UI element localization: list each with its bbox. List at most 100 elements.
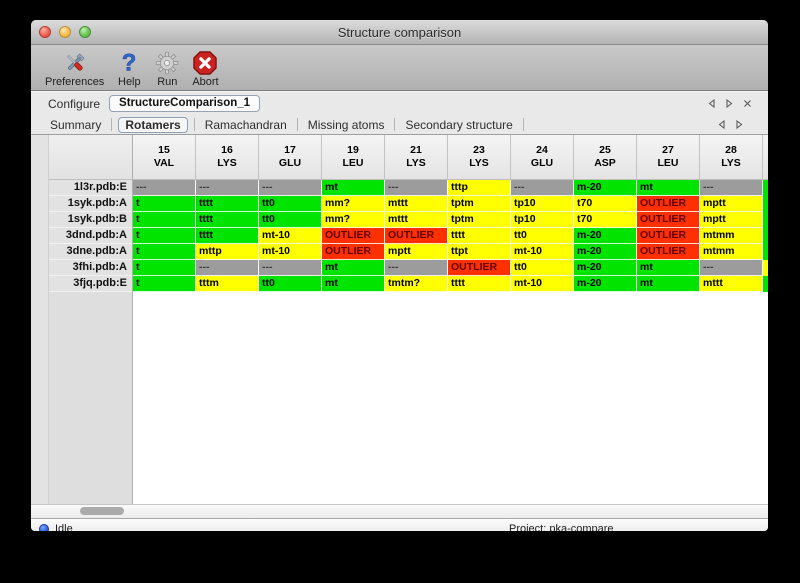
rotamer-cell[interactable]: tttm (196, 276, 259, 292)
partial-column-cell[interactable] (763, 212, 768, 229)
rotamer-cell[interactable]: OUTLIER (448, 260, 511, 276)
column-header-15[interactable]: 15 VAL (133, 135, 196, 179)
rotamer-cell[interactable]: mt (637, 276, 700, 292)
rotamer-cell[interactable]: mptt (385, 244, 448, 260)
scroll-right-icon[interactable] (725, 99, 734, 108)
rotamer-cell[interactable]: OUTLIER (322, 244, 385, 260)
partial-column-cell[interactable] (763, 260, 768, 277)
rotamer-cell[interactable]: --- (133, 180, 196, 196)
rotamer-cell[interactable]: m-20 (574, 180, 637, 196)
rotamer-cell[interactable]: tmtm? (385, 276, 448, 292)
close-configuration-icon[interactable] (743, 99, 752, 108)
rotamer-cell[interactable]: --- (259, 180, 322, 196)
rotamer-cell[interactable]: mtmm (700, 244, 763, 260)
row-label[interactable]: 3dnd.pdb:A (49, 228, 132, 244)
scroll-left-icon[interactable] (707, 99, 716, 108)
tab-summary[interactable]: Summary (50, 117, 102, 132)
help-button[interactable]: ? Help (116, 50, 142, 88)
rotamer-cell[interactable]: OUTLIER (637, 196, 700, 212)
rotamer-cell[interactable]: --- (700, 260, 763, 276)
rotamer-cell[interactable]: OUTLIER (322, 228, 385, 244)
row-label[interactable]: 1l3r.pdb:E (49, 180, 132, 196)
rotamer-cell[interactable]: --- (385, 180, 448, 196)
column-header-21[interactable]: 21 LYS (385, 135, 448, 179)
rotamer-cell[interactable]: t (133, 212, 196, 228)
rotamer-cell[interactable]: mttt (385, 196, 448, 212)
partial-column-cell[interactable] (763, 180, 768, 197)
partial-column-cell[interactable] (763, 196, 768, 213)
rotamer-cell[interactable]: mttt (700, 276, 763, 292)
abort-button[interactable]: Abort (192, 50, 219, 88)
rotamer-cell[interactable]: mptt (700, 212, 763, 228)
rotamer-cell[interactable]: tptm (448, 196, 511, 212)
rotamer-cell[interactable]: --- (196, 260, 259, 276)
tab-ramachandran[interactable]: Ramachandran (204, 117, 287, 132)
rotamer-cell[interactable]: mt-10 (259, 228, 322, 244)
rotamer-cell[interactable]: mptt (700, 196, 763, 212)
run-button[interactable]: Run (154, 50, 180, 88)
row-label[interactable]: 3fjq.pdb:E (49, 276, 132, 292)
rotamer-cell[interactable]: mt-10 (511, 244, 574, 260)
configuration-tab[interactable]: StructureComparison_1 (109, 95, 261, 112)
rotamer-cell[interactable]: tt0 (259, 212, 322, 228)
tab-secondary-structure[interactable]: Secondary structure (405, 117, 513, 132)
rotamer-cell[interactable]: tp10 (511, 212, 574, 228)
rotamer-cell[interactable]: t70 (574, 196, 637, 212)
row-label[interactable]: 1syk.pdb:B (49, 212, 132, 228)
rotamer-cell[interactable]: mm? (322, 212, 385, 228)
rotamer-cell[interactable]: --- (196, 180, 259, 196)
rotamer-cell[interactable]: --- (511, 180, 574, 196)
rotamer-cell[interactable]: m-20 (574, 276, 637, 292)
partial-column-cell[interactable] (763, 276, 768, 293)
rotamer-cell[interactable]: m-20 (574, 260, 637, 276)
rotamer-cell[interactable]: tttt (448, 228, 511, 244)
rotamer-cell[interactable]: tp10 (511, 196, 574, 212)
rotamer-cell[interactable]: m-20 (574, 228, 637, 244)
rotamer-cell[interactable]: tt0 (511, 228, 574, 244)
column-header-27[interactable]: 27 LEU (637, 135, 700, 179)
rotamer-cell[interactable]: tt0 (511, 260, 574, 276)
rotamer-cell[interactable]: t (133, 260, 196, 276)
partial-column-cell[interactable] (763, 228, 768, 245)
column-header-16[interactable]: 16 LYS (196, 135, 259, 179)
rotamer-cell[interactable]: --- (259, 260, 322, 276)
rotamer-cell[interactable]: t70 (574, 212, 637, 228)
rotamer-cell[interactable]: --- (385, 260, 448, 276)
partial-column-cell[interactable] (763, 244, 768, 261)
column-header-28[interactable]: 28 LYS (700, 135, 763, 179)
rotamer-cell[interactable]: mt (637, 260, 700, 276)
column-header-17[interactable]: 17 GLU (259, 135, 322, 179)
rotamer-cell[interactable]: t (133, 276, 196, 292)
row-label[interactable]: 1syk.pdb:A (49, 196, 132, 212)
rotamer-cell[interactable]: mt (322, 260, 385, 276)
rotamer-cell[interactable]: mttp (196, 244, 259, 260)
column-header-24[interactable]: 24 GLU (511, 135, 574, 179)
rotamer-cell[interactable]: mt (322, 276, 385, 292)
preferences-button[interactable]: Preferences (45, 50, 104, 88)
rotamer-cell[interactable]: tttt (196, 212, 259, 228)
rotamer-cell[interactable]: tttt (196, 196, 259, 212)
zoom-window-button[interactable] (79, 26, 91, 38)
horizontal-scrollbar[interactable] (31, 504, 768, 518)
rotamer-cell[interactable]: mtmm (700, 228, 763, 244)
titlebar[interactable]: Structure comparison (31, 20, 768, 45)
rotamer-cell[interactable]: mt (637, 180, 700, 196)
rotamer-cell[interactable]: OUTLIER (637, 228, 700, 244)
column-header-25[interactable]: 25 ASP (574, 135, 637, 179)
row-label[interactable]: 3dne.pdb:A (49, 244, 132, 260)
rotamer-cell[interactable]: OUTLIER (637, 244, 700, 260)
rotamer-cell[interactable]: m-20 (574, 244, 637, 260)
minimize-window-button[interactable] (59, 26, 71, 38)
rotamer-cell[interactable]: mttt (385, 212, 448, 228)
rotamer-cell[interactable]: t (133, 228, 196, 244)
rotamer-cell[interactable]: --- (700, 180, 763, 196)
rotamer-cell[interactable]: mt-10 (259, 244, 322, 260)
rotamer-cell[interactable]: t (133, 244, 196, 260)
rotamer-cell[interactable]: OUTLIER (637, 212, 700, 228)
rotamer-cell[interactable]: t (133, 196, 196, 212)
tab-rotamers[interactable]: Rotamers (118, 116, 188, 133)
rotamer-cell[interactable]: mt (322, 180, 385, 196)
tabs-scroll-left-icon[interactable] (717, 120, 726, 129)
column-header-19[interactable]: 19 LEU (322, 135, 385, 179)
rotamer-cell[interactable]: mt-10 (511, 276, 574, 292)
